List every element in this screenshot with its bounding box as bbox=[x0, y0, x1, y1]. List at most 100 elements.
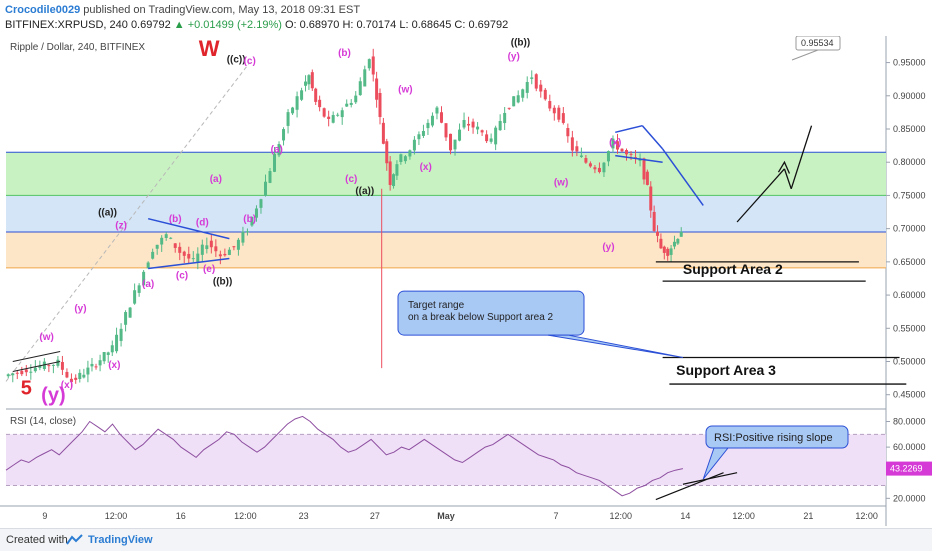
candle-body bbox=[286, 112, 290, 126]
candle-body bbox=[489, 138, 493, 142]
price-tick-label: 0.60000 bbox=[893, 290, 926, 300]
candle-body bbox=[47, 365, 51, 367]
wave-label: (x) bbox=[420, 162, 432, 173]
candle-body bbox=[196, 253, 200, 262]
projection-arrow bbox=[783, 168, 792, 189]
price-tick-label: 0.50000 bbox=[893, 357, 926, 367]
rsi-tick-label: 80.0000 bbox=[893, 417, 926, 427]
author-name[interactable]: Crocodile0029 bbox=[5, 4, 81, 16]
candle-body bbox=[205, 245, 209, 250]
candle-body bbox=[584, 158, 588, 163]
wave-dashed-line bbox=[5, 62, 251, 382]
rsi-title: RSI (14, close) bbox=[10, 416, 76, 427]
price-marker-pointer bbox=[791, 49, 819, 61]
candle-body bbox=[191, 258, 195, 260]
candle-body bbox=[512, 96, 516, 107]
candle-body bbox=[336, 114, 340, 116]
candle-body bbox=[164, 234, 168, 238]
candle-body bbox=[340, 110, 344, 118]
candle-body bbox=[98, 360, 102, 366]
price-chart[interactable]: 0.95000 0.90000 0.85000 0.80000 0.75000 0.700… bbox=[0, 36, 932, 528]
rsi-tick-label: 60.0000 bbox=[893, 442, 926, 452]
channel-line bbox=[12, 351, 61, 362]
candle-body bbox=[245, 231, 249, 233]
price-tick-label: 0.65000 bbox=[893, 257, 926, 267]
trend-line bbox=[615, 124, 643, 134]
candle-body bbox=[155, 244, 159, 249]
candle-body bbox=[566, 128, 570, 137]
candle-body bbox=[662, 246, 666, 253]
candle-body bbox=[444, 123, 448, 138]
candle-body bbox=[250, 217, 254, 226]
candle-body bbox=[90, 363, 94, 367]
candle-body bbox=[392, 174, 396, 187]
candle-body bbox=[295, 96, 299, 110]
wave-label: (b) bbox=[243, 214, 256, 225]
wave-label: (x) bbox=[609, 138, 621, 149]
candle-body bbox=[169, 237, 173, 239]
candle-body bbox=[327, 116, 331, 119]
candle-body bbox=[430, 115, 434, 126]
wave-label: ((a)) bbox=[355, 186, 374, 197]
candle-body bbox=[363, 69, 367, 87]
tradingview-brand[interactable]: TradingView bbox=[88, 534, 153, 546]
wave-label: (w) bbox=[39, 332, 53, 343]
time-tick-label: 12:00 bbox=[609, 511, 632, 521]
candle-body bbox=[579, 155, 583, 157]
candle-body bbox=[94, 366, 98, 368]
candle-body bbox=[358, 81, 362, 96]
candle-body bbox=[570, 137, 574, 151]
candle-body bbox=[467, 123, 471, 126]
candle-body bbox=[552, 107, 556, 114]
candle-body bbox=[124, 312, 128, 325]
wave-label: (y) bbox=[74, 304, 86, 315]
candle-body bbox=[331, 115, 335, 123]
candle-body bbox=[652, 211, 656, 231]
time-tick-label: 12:00 bbox=[105, 511, 128, 521]
candle-body bbox=[575, 146, 579, 152]
candle-body bbox=[277, 144, 281, 156]
candle-body bbox=[593, 167, 597, 170]
price-tick-label: 0.90000 bbox=[893, 91, 926, 101]
candle-body bbox=[399, 154, 403, 162]
candle-body bbox=[534, 74, 538, 89]
wave-label: (a) bbox=[210, 174, 222, 185]
candle-body bbox=[426, 122, 430, 129]
candle-body bbox=[263, 181, 267, 196]
candle-body bbox=[367, 59, 371, 69]
wave-label: (y) bbox=[41, 384, 65, 406]
candle-body bbox=[236, 239, 240, 250]
candle-body bbox=[458, 129, 462, 141]
time-tick-label: May bbox=[437, 511, 455, 521]
candle-body bbox=[525, 81, 529, 93]
support-area-3-label: Support Area 3 bbox=[676, 362, 776, 378]
candle-body bbox=[666, 248, 670, 256]
candle-body bbox=[412, 139, 416, 151]
wave-label: (x) bbox=[61, 380, 73, 391]
zone-blue bbox=[6, 195, 886, 232]
candle-body bbox=[86, 367, 90, 375]
candle-body bbox=[110, 345, 114, 353]
time-tick-label: 7 bbox=[553, 511, 558, 521]
candle-body bbox=[133, 290, 137, 304]
candle-body bbox=[200, 244, 204, 255]
time-tick-label: 12:00 bbox=[732, 511, 755, 521]
candle-body bbox=[602, 162, 606, 173]
rsi-slope-line bbox=[655, 472, 724, 501]
candle-body bbox=[679, 231, 683, 237]
candle-body bbox=[322, 108, 326, 117]
wave-label: (w) bbox=[398, 84, 412, 95]
candle-body bbox=[146, 262, 150, 269]
candle-body bbox=[417, 134, 421, 140]
candle-body bbox=[291, 107, 295, 114]
candle-body bbox=[318, 99, 322, 108]
candle-body bbox=[403, 156, 407, 162]
candle-body bbox=[227, 249, 231, 255]
candle-body bbox=[51, 364, 55, 366]
candle-body bbox=[561, 113, 565, 123]
chart-header: Crocodile0029 published on TradingView.c… bbox=[0, 0, 932, 36]
candle-body bbox=[672, 241, 676, 247]
candle-body bbox=[115, 334, 119, 352]
candle-body bbox=[503, 112, 507, 124]
wave-label: 5 bbox=[21, 378, 32, 400]
